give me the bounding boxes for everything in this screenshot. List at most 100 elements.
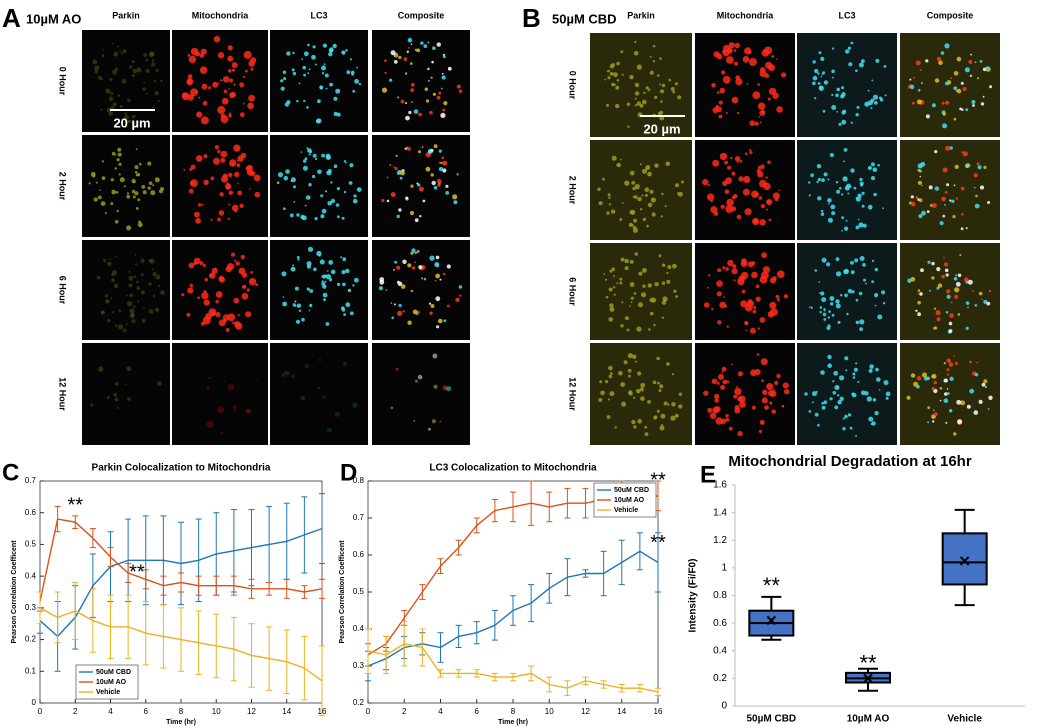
puncta <box>296 303 302 308</box>
puncta <box>842 176 848 182</box>
puncta <box>321 274 326 279</box>
puncta <box>712 107 719 114</box>
puncta <box>666 279 671 284</box>
puncta <box>335 203 340 207</box>
puncta <box>775 294 780 299</box>
puncta <box>725 414 729 418</box>
puncta <box>926 376 930 380</box>
error-bar <box>655 532 661 593</box>
puncta <box>624 266 629 271</box>
puncta <box>755 296 761 302</box>
puncta <box>978 291 983 296</box>
puncta <box>606 415 611 419</box>
puncta <box>208 86 212 90</box>
puncta <box>979 185 985 190</box>
annotation: ** <box>67 495 83 517</box>
puncta <box>110 297 113 300</box>
puncta <box>239 112 245 118</box>
puncta <box>627 368 632 373</box>
puncta <box>132 195 136 199</box>
puncta <box>776 106 783 113</box>
puncta <box>104 212 107 215</box>
puncta <box>431 180 436 186</box>
puncta <box>128 65 133 69</box>
puncta <box>459 294 462 297</box>
puncta <box>390 406 394 410</box>
puncta <box>598 201 603 206</box>
puncta <box>114 67 119 71</box>
puncta <box>821 405 826 410</box>
puncta <box>347 288 352 293</box>
puncta <box>631 419 636 425</box>
puncta <box>127 98 131 103</box>
puncta <box>957 313 961 316</box>
puncta <box>755 192 759 197</box>
puncta <box>303 159 307 163</box>
puncta <box>636 388 641 394</box>
puncta <box>227 45 233 51</box>
puncta <box>118 173 121 176</box>
puncta <box>215 291 223 298</box>
puncta <box>821 178 825 183</box>
puncta <box>116 406 119 409</box>
puncta <box>292 303 296 307</box>
puncta <box>620 50 624 54</box>
puncta <box>614 426 617 429</box>
puncta <box>942 214 946 218</box>
puncta <box>135 207 139 210</box>
x-tick-label: 10µM AO <box>847 714 890 725</box>
puncta <box>128 275 134 281</box>
puncta <box>411 83 415 87</box>
puncta <box>814 68 819 74</box>
puncta <box>628 391 633 396</box>
puncta <box>438 161 441 164</box>
puncta <box>100 108 103 111</box>
puncta <box>821 402 824 405</box>
puncta <box>294 300 297 303</box>
puncta <box>605 278 608 281</box>
puncta <box>716 381 720 385</box>
puncta <box>859 256 865 261</box>
puncta <box>987 201 991 204</box>
puncta <box>413 109 419 114</box>
puncta <box>289 213 294 218</box>
puncta <box>398 208 402 212</box>
puncta <box>356 187 362 193</box>
puncta <box>982 67 987 72</box>
error-bar <box>383 635 390 674</box>
puncta <box>153 80 157 83</box>
puncta <box>968 59 973 64</box>
puncta <box>152 294 156 298</box>
puncta <box>442 53 445 56</box>
puncta <box>97 75 102 80</box>
puncta <box>106 396 110 400</box>
puncta <box>645 86 649 90</box>
puncta <box>112 69 118 75</box>
error-bar <box>528 480 535 526</box>
puncta <box>822 109 826 113</box>
puncta <box>248 60 255 67</box>
puncta <box>351 73 354 76</box>
puncta <box>861 59 865 63</box>
puncta <box>629 259 634 264</box>
puncta <box>157 99 160 103</box>
error-bar <box>473 517 480 534</box>
y-tick-label: 0.8 <box>713 590 727 601</box>
puncta <box>348 181 353 185</box>
puncta <box>808 306 811 308</box>
puncta <box>665 161 671 167</box>
puncta <box>214 145 219 150</box>
puncta <box>933 307 937 310</box>
puncta <box>432 353 438 359</box>
puncta <box>136 67 142 73</box>
y-tick-label: 0.5 <box>25 540 37 549</box>
puncta <box>718 114 723 119</box>
y-axis-label: Pearson Correlation Coefficent <box>339 540 346 644</box>
puncta <box>657 111 663 116</box>
puncta <box>719 87 726 94</box>
puncta <box>817 177 822 182</box>
puncta <box>154 307 160 313</box>
error-bar <box>230 616 237 682</box>
puncta <box>661 316 664 319</box>
puncta <box>977 77 980 80</box>
